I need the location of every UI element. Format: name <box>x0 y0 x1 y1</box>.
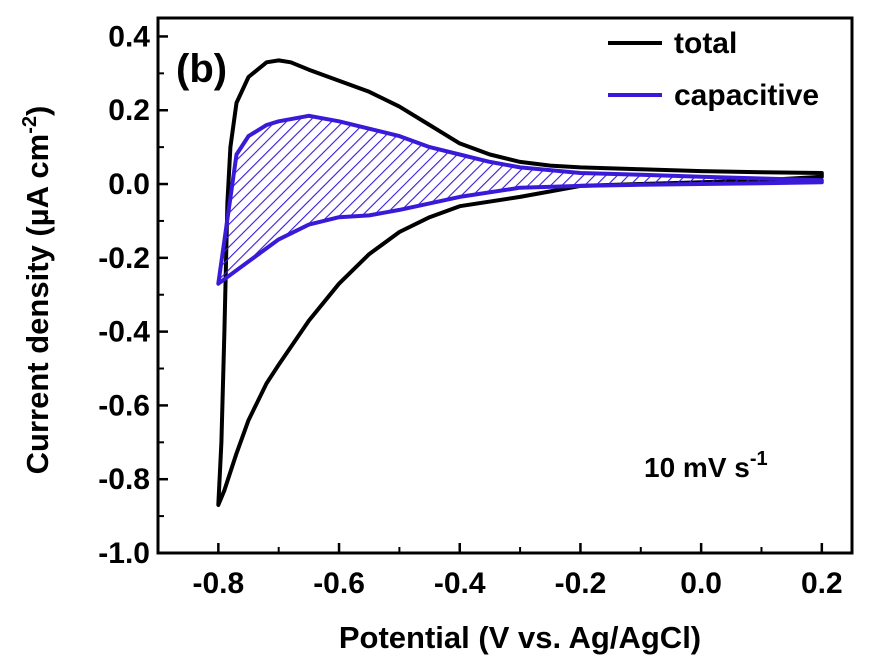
x-tick-label: -0.8 <box>192 567 244 600</box>
series-line-total <box>216 58 824 507</box>
y-tick-label: -0.6 <box>98 389 150 422</box>
y-tick-label: -0.4 <box>98 316 150 349</box>
legend-label-total: total <box>674 27 737 60</box>
y-tick-label: 0.4 <box>108 20 150 53</box>
legend-label-capacitive: capacitive <box>674 79 819 112</box>
y-tick-label: 0.0 <box>108 168 150 201</box>
scan-rate-annotation: 10 mV s-1 <box>644 448 768 483</box>
x-tick-label: -0.6 <box>313 567 365 600</box>
x-tick-label: -0.4 <box>434 567 486 600</box>
series-fill-capacitive <box>218 115 822 284</box>
plot-frame <box>156 16 854 555</box>
x-tick-label: 0.2 <box>801 567 843 600</box>
x-tick-label: -0.2 <box>555 567 607 600</box>
series-layer <box>216 58 824 507</box>
series-line-capacitive <box>216 113 824 286</box>
panel-label: (b) <box>176 47 227 91</box>
x-axis-title: Potential (V vs. Ag/AgCl) <box>339 620 701 655</box>
y-tick-label: -1.0 <box>98 537 150 570</box>
y-axis-title: Current density (µA cm-2) <box>19 106 55 475</box>
y-tick-label: -0.2 <box>98 242 150 275</box>
x-tick-label: 0.0 <box>680 567 722 600</box>
ticks-layer: -0.8 -0.6 -0.4 -0.2 0.0 0.2 -1.0 -0.8 -0.6 -0.4 -0… <box>98 20 842 600</box>
y-tick-label: -0.8 <box>98 463 150 496</box>
legend: total capacitive <box>608 27 819 112</box>
y-tick-label: 0.2 <box>108 94 150 127</box>
